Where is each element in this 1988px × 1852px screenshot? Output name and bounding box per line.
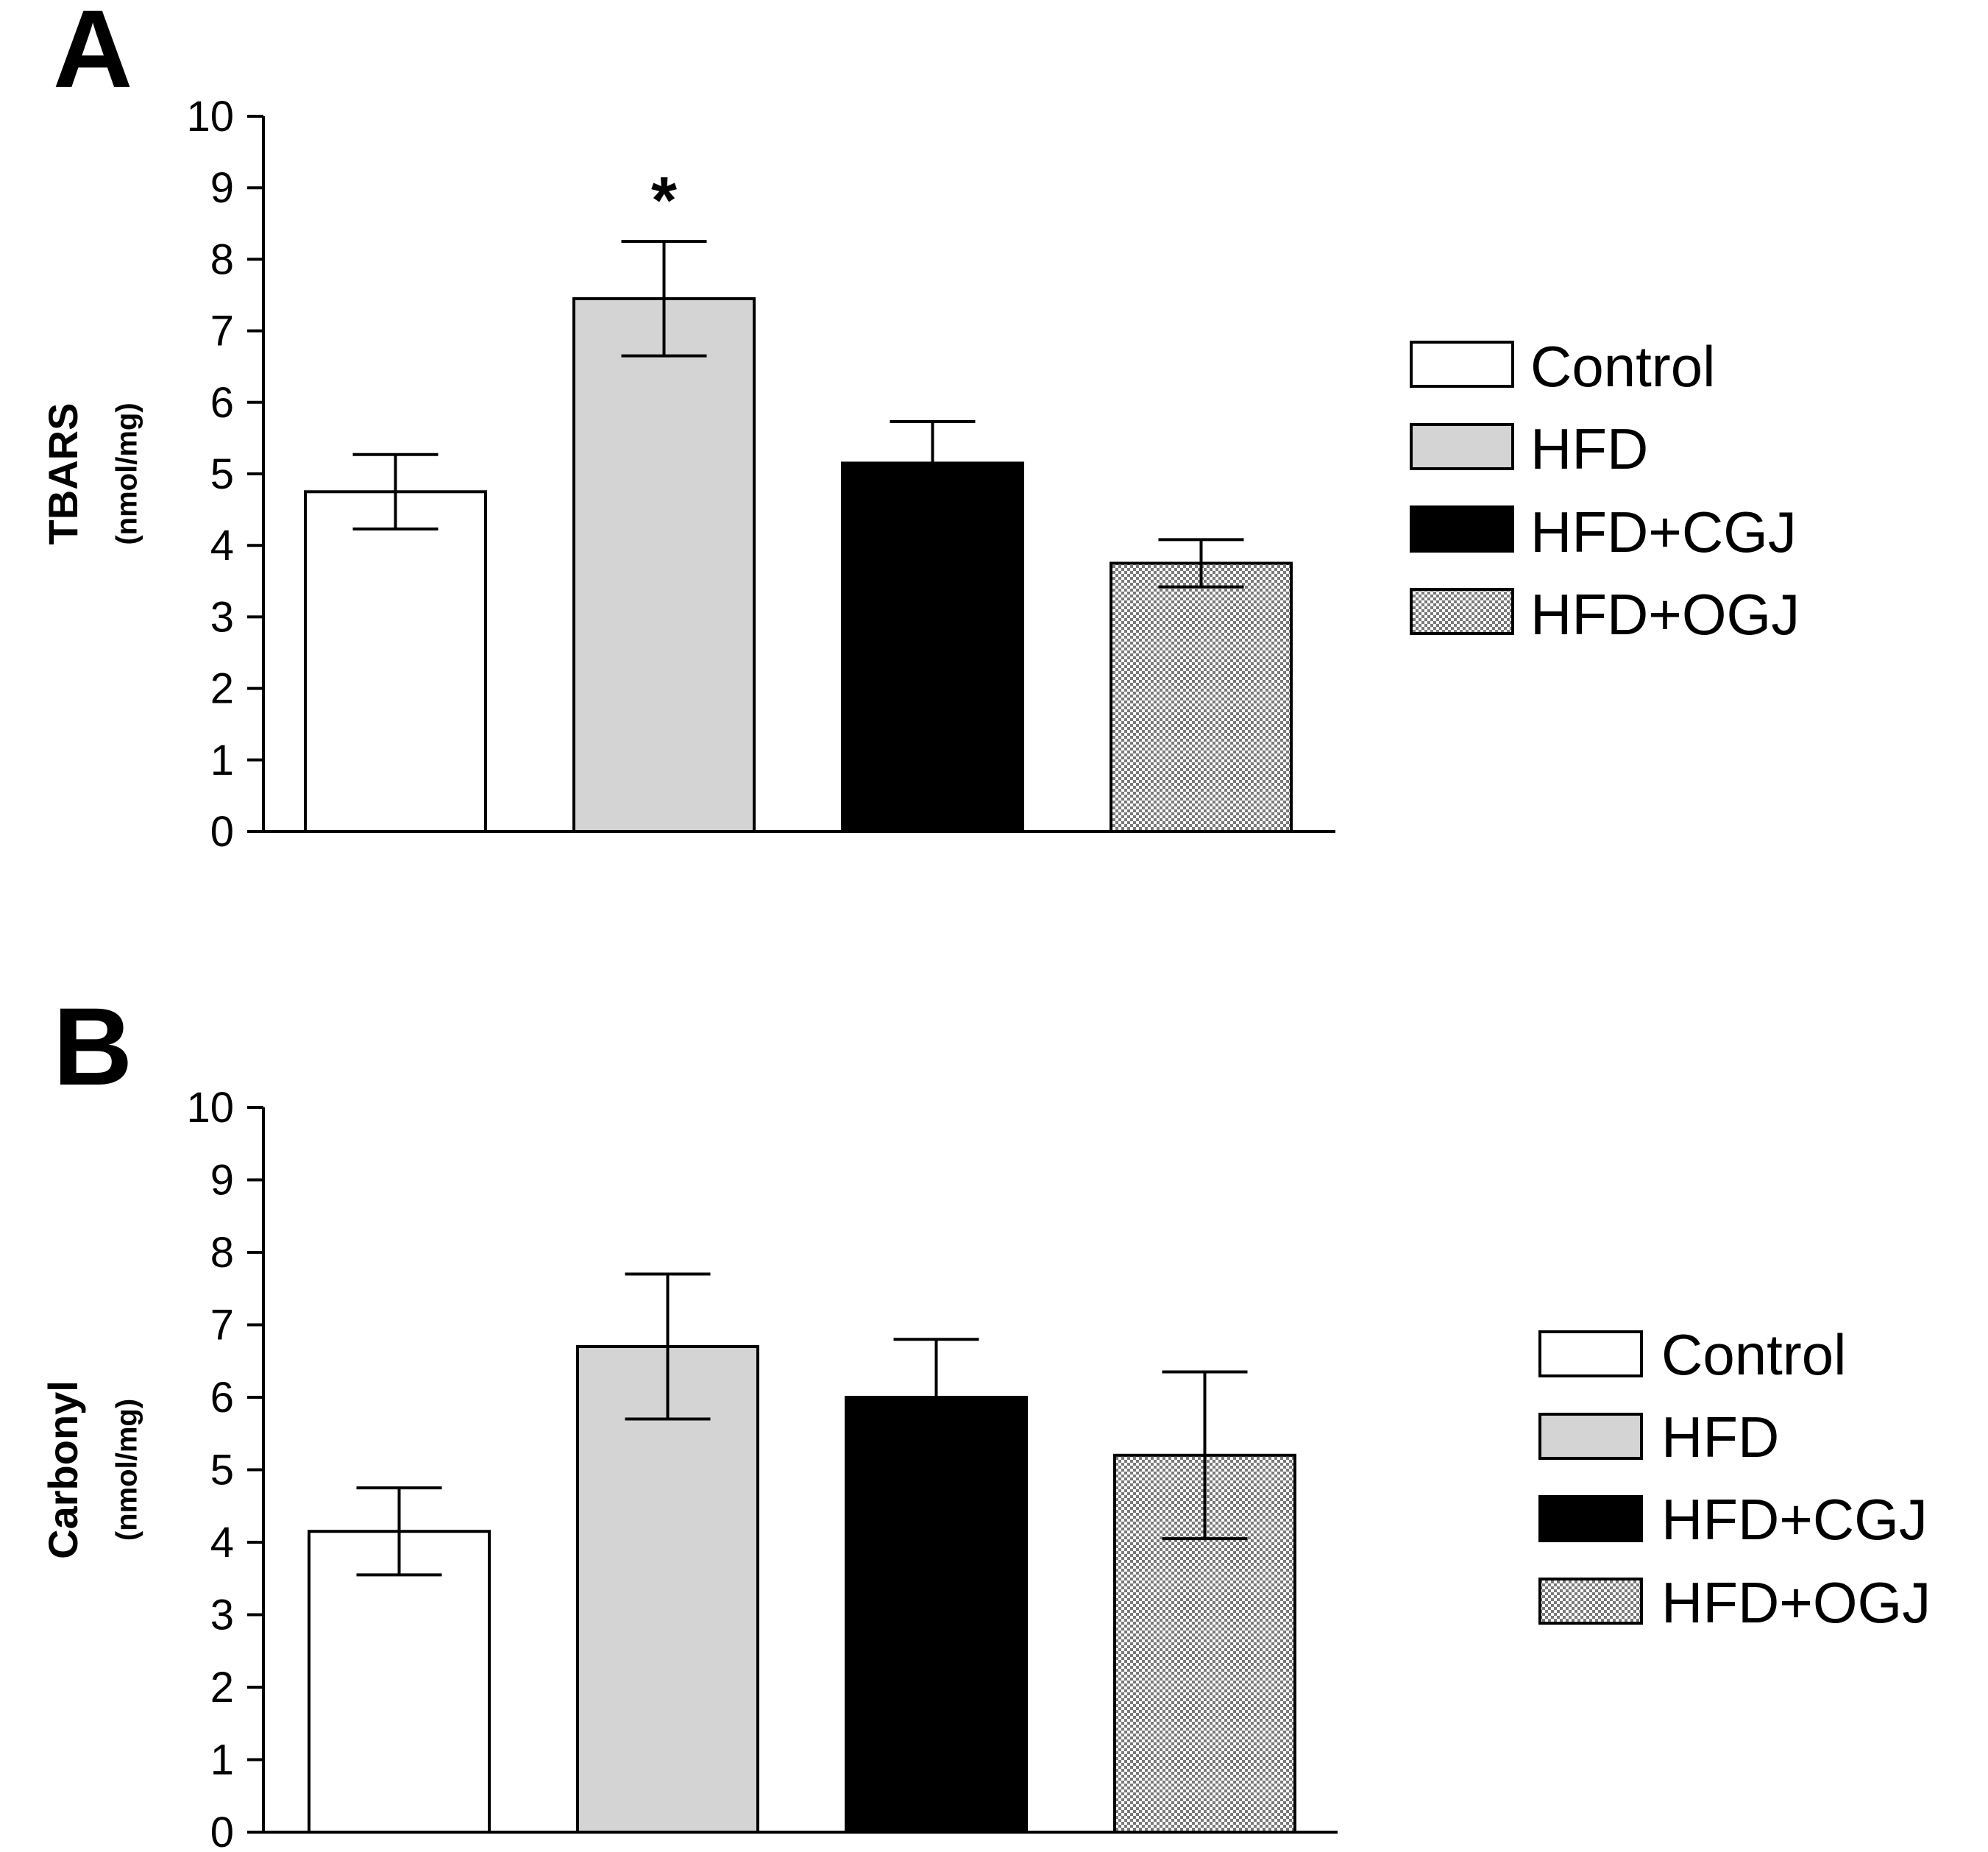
legend-swatch (1410, 423, 1514, 470)
error-bar-hfd (621, 240, 707, 358)
panel-letter: B (53, 984, 132, 1108)
legend-swatch (1410, 588, 1514, 635)
error-bar-hfd-ogj (1158, 538, 1244, 589)
legend-swatch (1538, 1413, 1643, 1460)
legend-label: Control (1661, 1322, 1846, 1387)
legend-label: HFD (1530, 416, 1648, 481)
legend-label: HFD+OGJ (1661, 1570, 1931, 1635)
legend-label: HFD (1661, 1405, 1779, 1469)
error-bar-control (356, 1486, 442, 1577)
legend-swatch (1410, 341, 1514, 388)
y-axis-unit: (nmol/mg) (111, 402, 143, 544)
y-tick-label: 7 (210, 308, 234, 355)
y-tick-label: 1 (210, 737, 234, 784)
error-bar-hfd-ogj (1162, 1370, 1248, 1541)
bar-hfd-cgj (841, 461, 1024, 833)
legend-swatch (1538, 1578, 1643, 1625)
bar-hfd-ogj (1110, 561, 1293, 833)
bar-hfd (572, 297, 756, 833)
y-tick-label: 6 (210, 1374, 234, 1422)
y-tick-label: 5 (210, 1447, 234, 1494)
y-tick-label: 0 (210, 1809, 234, 1852)
y-tick-label: 3 (210, 593, 234, 641)
error-bar-control (352, 453, 439, 531)
y-tick-label: 9 (210, 164, 234, 212)
legend-swatch (1410, 505, 1514, 553)
legend-label: Control (1530, 334, 1715, 399)
legend-label: HFD+CGJ (1530, 500, 1797, 564)
y-tick-label: 5 (210, 450, 234, 498)
y-axis-label: Carbonyl (40, 1380, 86, 1559)
legend-label: HFD+OGJ (1530, 582, 1800, 647)
bar-hfd-cgj (845, 1396, 1028, 1834)
y-tick-label: 1 (210, 1736, 234, 1784)
bar-control (308, 1530, 491, 1834)
panel-b: B 0 1 2 3 4 5 6 7 8 9 10 Carbonyl (nmol/mg) Control HFD… (40, 984, 1931, 1852)
y-tick-label: 4 (210, 522, 234, 570)
panel-a: A 0 1 2 3 4 5 6 7 8 9 10 TBARS (nmol/mg) * Control HFD HF… (40, 0, 1800, 856)
legend-label: HFD+CGJ (1661, 1487, 1928, 1552)
error-bar-hfd-cgj (890, 420, 976, 506)
y-tick-label: 10 (186, 1084, 234, 1132)
y-tick-label: 8 (210, 1229, 234, 1277)
y-axis-unit: (nmol/mg) (111, 1399, 143, 1541)
error-bar-hfd-cgj (893, 1338, 979, 1457)
error-bar-hfd (625, 1272, 711, 1421)
y-tick-label: 2 (210, 665, 234, 713)
y-tick-label: 0 (210, 808, 234, 856)
bar-control (304, 490, 487, 833)
legend-swatch (1538, 1495, 1643, 1542)
y-tick-label: 9 (210, 1157, 234, 1204)
legend-swatch (1538, 1330, 1643, 1377)
y-tick-label: 2 (210, 1664, 234, 1711)
y-axis-label: TBARS (40, 403, 86, 545)
panel-letter: A (53, 0, 132, 110)
y-tick-label: 8 (210, 235, 234, 283)
y-tick-label: 6 (210, 379, 234, 427)
legend: Control HFD HFD+CGJ HFD+OGJ (1410, 334, 1800, 647)
y-tick-label: 4 (210, 1519, 234, 1567)
y-tick-label: 3 (210, 1592, 234, 1639)
y-tick-label: 7 (210, 1302, 234, 1349)
significance-mark: * (651, 164, 677, 238)
y-tick-label: 10 (186, 93, 234, 141)
legend: Control HFD HFD+CGJ HFD+OGJ (1538, 1322, 1931, 1635)
